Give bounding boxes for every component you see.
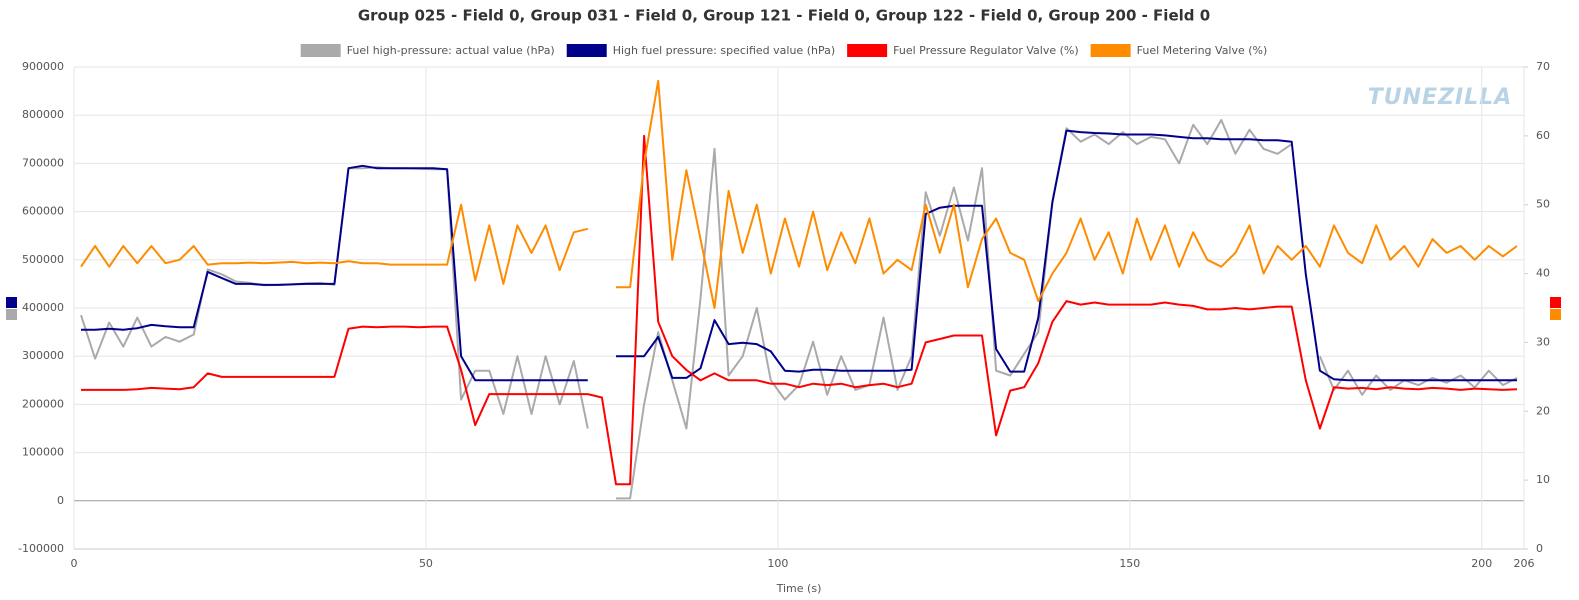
y2-tick-label: 30 <box>1536 335 1550 348</box>
y2-tick-label: 10 <box>1536 473 1550 486</box>
y2-tick-label: 20 <box>1536 404 1550 417</box>
y2-tick-label: 70 <box>1536 60 1550 73</box>
y-tick-label: 500000 <box>22 253 64 266</box>
legend-label: High fuel pressure: specified value (hPa… <box>613 44 835 57</box>
y-tick-label: 900000 <box>22 60 64 73</box>
y2-tick-label: 0 <box>1536 542 1543 555</box>
y-tick-label: 600000 <box>22 205 64 218</box>
series-line <box>80 119 1518 500</box>
legend-swatch <box>566 44 607 57</box>
legend-swatch <box>847 44 888 57</box>
y-tick-label: 200000 <box>22 397 64 410</box>
y-tick-label: 300000 <box>22 349 64 362</box>
y-tick-label: -100000 <box>18 542 64 555</box>
y2-tick-label: 40 <box>1536 267 1550 280</box>
y-tick-label: 800000 <box>22 108 64 121</box>
y-tick-label: 400000 <box>22 301 64 314</box>
legend-item[interactable]: Fuel Metering Valve (%) <box>1090 44 1268 57</box>
axis-color-marker <box>1550 297 1561 308</box>
axis-color-marker <box>6 297 17 308</box>
legend-item[interactable]: Fuel Pressure Regulator Valve (%) <box>847 44 1079 57</box>
axis-color-marker <box>6 309 17 320</box>
x-tick-label: 150 <box>1119 557 1140 570</box>
legend: Fuel high-pressure: actual value (hPa) Hi… <box>300 44 1268 57</box>
x-tick-label: 0 <box>71 557 78 570</box>
legend-label: Fuel Pressure Regulator Valve (%) <box>893 44 1079 57</box>
legend-swatch <box>300 44 341 57</box>
y2-tick-label: 60 <box>1536 129 1550 142</box>
series-line <box>81 134 1518 486</box>
y-tick-label: 700000 <box>22 156 64 169</box>
x-tick-label: 206 <box>1514 557 1535 570</box>
legend-item[interactable]: High fuel pressure: specified value (hPa… <box>566 44 835 57</box>
x-tick-label: 50 <box>419 557 433 570</box>
y2-tick-label: 50 <box>1536 198 1550 211</box>
series-line <box>80 79 1518 309</box>
legend-label: Fuel Metering Valve (%) <box>1137 44 1268 57</box>
axis-color-marker <box>1550 309 1561 320</box>
y-tick-label: 0 <box>57 494 64 507</box>
x-tick-label: 100 <box>767 557 788 570</box>
series-line <box>81 129 1517 382</box>
y-tick-label: 100000 <box>22 446 64 459</box>
legend-label: Fuel high-pressure: actual value (hPa) <box>347 44 555 57</box>
legend-item[interactable]: Fuel high-pressure: actual value (hPa) <box>300 44 555 57</box>
watermark: TUNEZILLA <box>1368 85 1513 110</box>
x-axis-title: Time (s) <box>776 582 822 595</box>
x-tick-label: 200 <box>1471 557 1492 570</box>
chart-title: Group 025 - Field 0, Group 031 - Field 0… <box>358 7 1210 25</box>
legend-swatch <box>1090 44 1131 57</box>
